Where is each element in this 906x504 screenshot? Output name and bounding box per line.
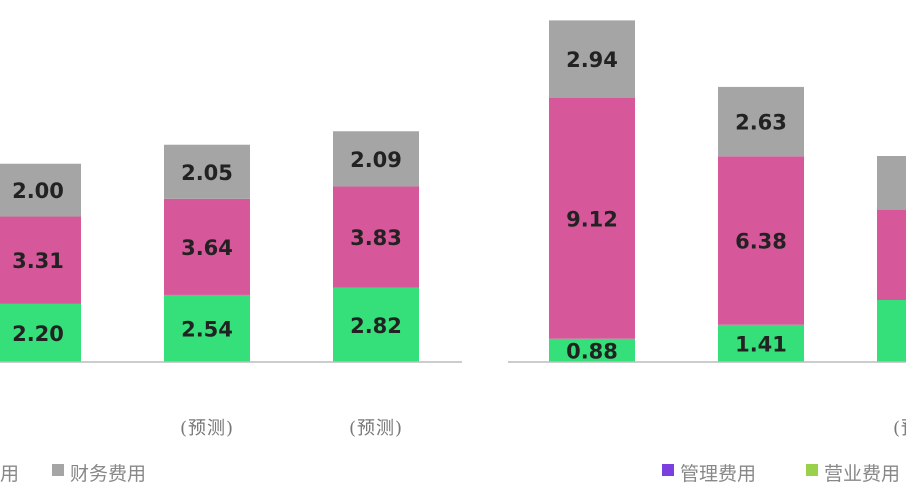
bar-finance-1	[164, 144, 250, 199]
bar-sales-2	[333, 287, 419, 362]
data-label-admin-4: 6.38	[735, 230, 787, 254]
x-tick-label-2: (预测)	[349, 418, 403, 439]
bars-layer	[0, 20, 906, 362]
bar-sales-4	[718, 324, 804, 362]
bar-partial-admin-5	[877, 210, 906, 300]
bar-finance-3	[549, 20, 635, 98]
x-tick-label-5: (预测)	[893, 418, 906, 439]
bar-admin-2	[333, 186, 419, 288]
data-label-finance-3: 2.94	[566, 48, 618, 72]
legend-label-2: 营业费用	[824, 463, 900, 485]
data-label-finance-2: 2.09	[350, 148, 402, 172]
bar-sales-0	[0, 303, 81, 362]
bar-finance-0	[0, 163, 81, 217]
data-label-finance-1: 2.05	[181, 161, 233, 185]
data-label-finance-4: 2.63	[735, 111, 787, 135]
data-label-admin-2: 3.83	[350, 226, 402, 250]
bar-admin-1	[164, 198, 250, 295]
bar-admin-4	[718, 156, 804, 325]
legend-swatch-2	[806, 464, 818, 476]
bar-admin-0	[0, 216, 81, 304]
legend-swatch-0	[52, 464, 64, 476]
data-label-sales-3: 0.88	[566, 339, 618, 363]
legend-swatch-1	[662, 464, 674, 476]
bar-finance-4	[718, 86, 804, 157]
legend-label-0: 财务费用	[70, 463, 146, 485]
x-tick-label-1: (预测)	[180, 418, 234, 439]
data-label-sales-0: 2.20	[12, 322, 64, 346]
x-tick-labels: (预测) (预测) (预测)	[180, 418, 906, 439]
data-label-admin-1: 3.64	[181, 236, 233, 260]
data-label-sales-4: 1.41	[735, 332, 787, 356]
bar-partial-finance-5	[877, 156, 906, 210]
legend: 用 财务费用 管理费用 营业费用	[0, 463, 900, 485]
data-label-sales-2: 2.82	[350, 314, 402, 338]
data-label-admin-0: 3.31	[12, 249, 64, 273]
bar-sales-3	[549, 338, 635, 362]
bar-partial-sales-5	[877, 300, 906, 362]
data-label-admin-3: 9.12	[566, 207, 618, 231]
data-label-finance-0: 2.00	[12, 179, 64, 203]
data-label-sales-1: 2.54	[181, 317, 233, 341]
bar-finance-2	[333, 131, 419, 187]
data-labels-layer: 2.20 3.31 2.00 2.54 3.64 2.05 2.82 3.83 2.09 0.88…	[12, 48, 787, 363]
legend-fragment-left: 用	[0, 463, 19, 485]
bar-admin-3	[549, 98, 635, 339]
bar-sales-1	[164, 294, 250, 362]
legend-label-1: 管理费用	[680, 463, 756, 485]
